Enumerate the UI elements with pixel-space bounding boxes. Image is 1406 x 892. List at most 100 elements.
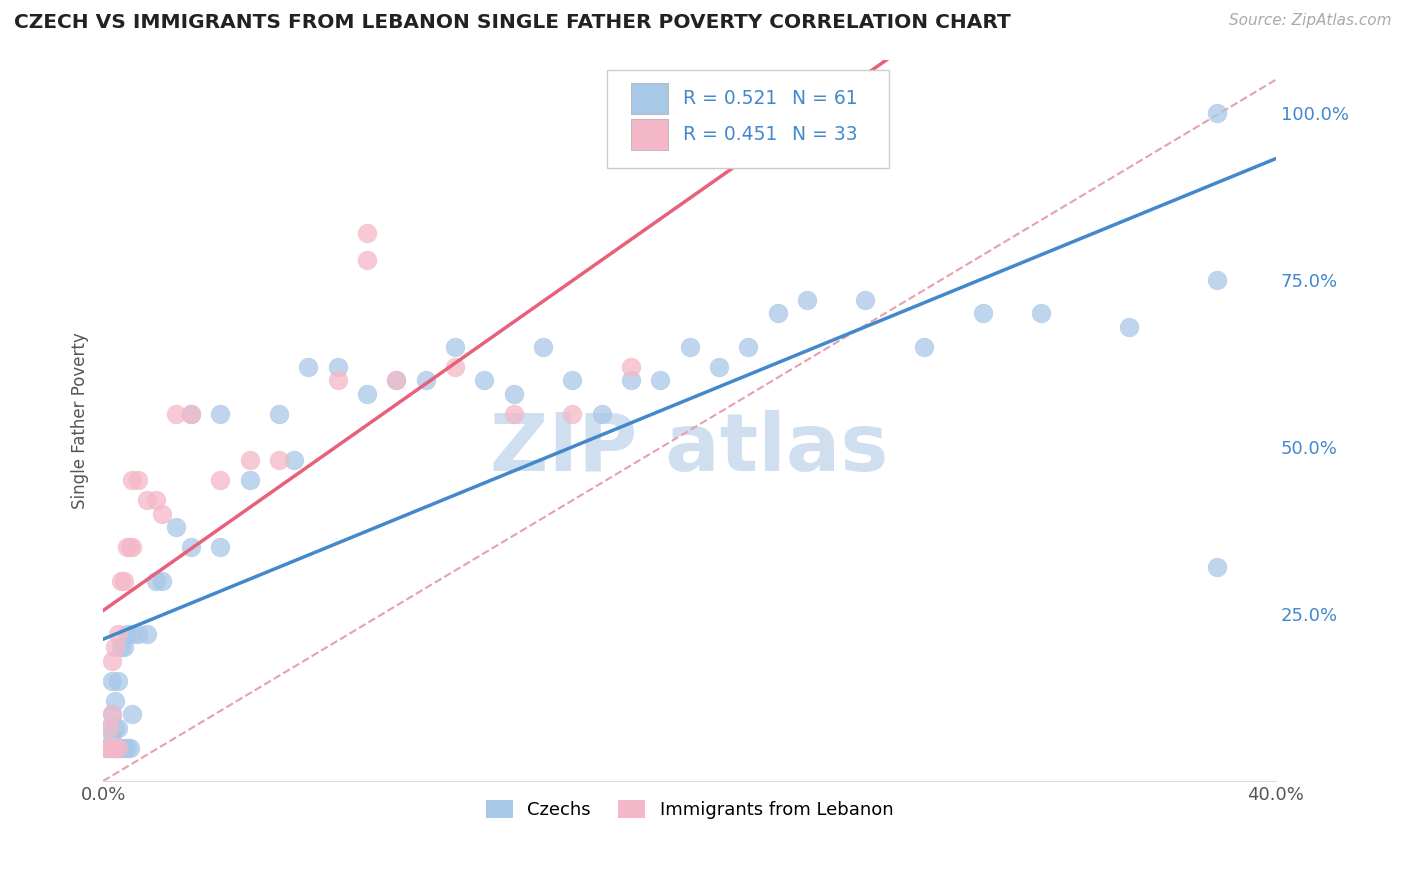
Point — [101, 673, 124, 688]
Point — [283, 453, 305, 467]
Point — [94, 740, 117, 755]
Point — [115, 540, 138, 554]
Text: R = 0.521: R = 0.521 — [682, 89, 776, 108]
Point — [385, 373, 408, 387]
Point — [650, 373, 672, 387]
Point — [121, 627, 143, 641]
Point — [115, 740, 138, 755]
Point — [101, 707, 124, 722]
Point — [127, 474, 149, 488]
Point — [98, 740, 121, 755]
Point — [444, 359, 467, 374]
Point — [94, 740, 117, 755]
Point — [145, 574, 167, 588]
Point — [180, 407, 202, 421]
Point — [121, 707, 143, 722]
Point — [180, 407, 202, 421]
Point — [98, 740, 121, 755]
Point — [107, 721, 129, 735]
Point — [766, 306, 789, 320]
Point — [136, 627, 159, 641]
Point — [912, 340, 935, 354]
Point — [145, 493, 167, 508]
Point — [326, 373, 349, 387]
Point — [121, 474, 143, 488]
Point — [297, 359, 319, 374]
Point — [112, 740, 135, 755]
Point — [101, 707, 124, 722]
Text: ZIP atlas: ZIP atlas — [491, 410, 889, 488]
Point — [502, 386, 524, 401]
Point — [444, 340, 467, 354]
Point — [267, 453, 290, 467]
Point — [107, 627, 129, 641]
FancyBboxPatch shape — [631, 84, 668, 113]
Point — [165, 520, 187, 534]
Point — [104, 640, 127, 655]
Point — [98, 721, 121, 735]
Point — [101, 740, 124, 755]
Point — [112, 574, 135, 588]
Point — [107, 740, 129, 755]
Point — [98, 721, 121, 735]
Text: N = 61: N = 61 — [792, 89, 858, 108]
Point — [678, 340, 700, 354]
Point — [150, 574, 173, 588]
Point — [104, 740, 127, 755]
FancyBboxPatch shape — [607, 70, 889, 168]
Point — [239, 453, 262, 467]
Point — [415, 373, 437, 387]
Point — [101, 654, 124, 668]
Point — [239, 474, 262, 488]
Point — [385, 373, 408, 387]
Point — [209, 407, 232, 421]
Point — [796, 293, 818, 307]
Point — [150, 507, 173, 521]
Point — [502, 407, 524, 421]
Point — [707, 359, 730, 374]
Text: N = 33: N = 33 — [792, 125, 858, 145]
Point — [180, 540, 202, 554]
Point — [356, 386, 378, 401]
Text: CZECH VS IMMIGRANTS FROM LEBANON SINGLE FATHER POVERTY CORRELATION CHART: CZECH VS IMMIGRANTS FROM LEBANON SINGLE … — [14, 13, 1011, 32]
Point — [561, 373, 583, 387]
Point — [209, 474, 232, 488]
Point — [136, 493, 159, 508]
Point — [115, 627, 138, 641]
Point — [620, 373, 643, 387]
Point — [118, 540, 141, 554]
Point — [104, 721, 127, 735]
Point — [855, 293, 877, 307]
Point — [1031, 306, 1053, 320]
Point — [1206, 273, 1229, 287]
Point — [104, 694, 127, 708]
Point — [107, 740, 129, 755]
Point — [1206, 560, 1229, 574]
Point — [1206, 106, 1229, 120]
Point — [118, 740, 141, 755]
Point — [267, 407, 290, 421]
Point — [101, 727, 124, 741]
Point — [472, 373, 495, 387]
Point — [104, 740, 127, 755]
Point — [620, 359, 643, 374]
Point — [101, 740, 124, 755]
FancyBboxPatch shape — [631, 120, 668, 150]
Text: Source: ZipAtlas.com: Source: ZipAtlas.com — [1229, 13, 1392, 29]
Point — [110, 740, 132, 755]
Point — [110, 640, 132, 655]
Point — [209, 540, 232, 554]
Point — [110, 574, 132, 588]
Point — [326, 359, 349, 374]
Point — [112, 640, 135, 655]
Point — [737, 340, 759, 354]
Legend: Czechs, Immigrants from Lebanon: Czechs, Immigrants from Lebanon — [478, 792, 900, 826]
Point — [107, 673, 129, 688]
Point — [561, 407, 583, 421]
Y-axis label: Single Father Poverty: Single Father Poverty — [72, 332, 89, 508]
Point — [356, 252, 378, 267]
Point — [356, 227, 378, 241]
Point — [107, 740, 129, 755]
Text: R = 0.451: R = 0.451 — [682, 125, 778, 145]
Point — [121, 540, 143, 554]
